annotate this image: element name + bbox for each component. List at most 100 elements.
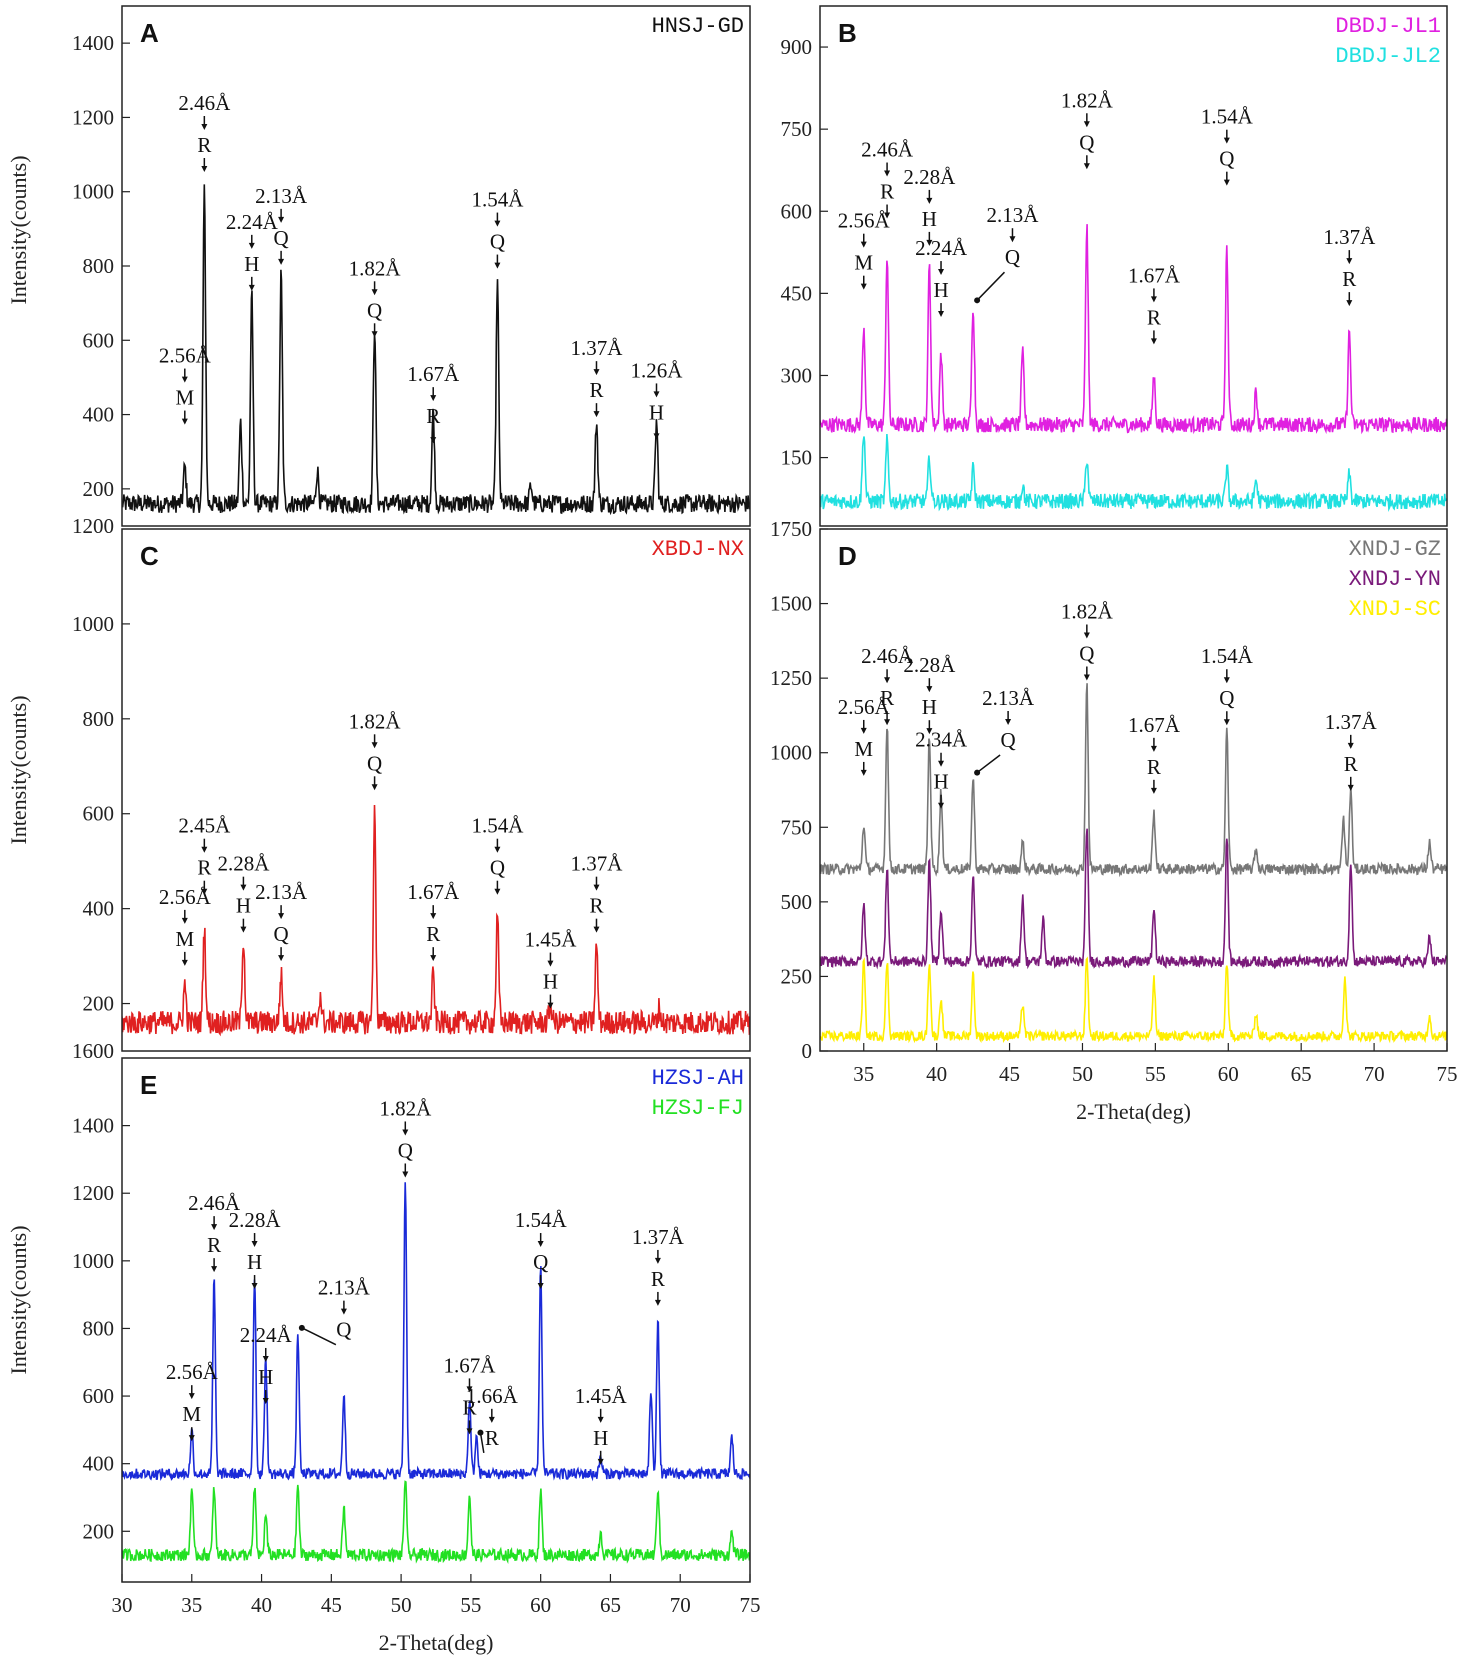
x-axis-label: 2-Theta(deg) [1076,1099,1191,1124]
annotation-arrowhead [188,1435,195,1442]
phase-label: H [244,252,259,276]
phase-label: H [247,1250,262,1274]
phase-label: M [175,927,194,951]
series-line-xndj-gz [820,683,1447,878]
annotation-arrowhead [884,719,891,726]
peak-annotation: 1.82Å Q [349,256,401,338]
y-tick-label: 1250 [770,666,812,690]
annotation-arrowhead [240,884,247,891]
annotation-arrowhead [860,727,867,734]
phase-label: M [854,737,873,761]
annotation-arrowhead [201,846,208,853]
d-spacing-label: 1.67Å [1128,263,1181,287]
d-spacing-label: 1.54Å [1201,105,1254,129]
phase-label: Q [1219,147,1234,171]
y-tick-label: 1750 [770,517,812,541]
peak-annotation: 1.37Å R [1323,225,1376,307]
d-spacing-label: 1.45Å [575,1384,628,1408]
d-spacing-label: 1.82Å [1061,88,1114,112]
x-tick-label: 55 [460,1593,481,1617]
y-tick-label: 600 [781,199,813,223]
annotation-arrowhead [181,959,188,966]
phase-label: Q [367,298,382,322]
y-tick-label: 400 [83,1452,115,1476]
annotation-arrowhead [537,1283,544,1290]
annotation-arrowhead [430,913,437,920]
y-axis-title: Intensity(counts) [6,155,31,304]
panel-letter: B [838,18,857,48]
d-spacing-label: 1.54Å [471,188,524,212]
peak-annotation: 2.13Å Q [255,880,308,962]
d-spacing-label: 2.56Å [838,209,891,233]
d-spacing-label: 2.28Å [903,165,956,189]
annotation-arrowhead [251,1283,258,1290]
annotation-arrowhead [251,1241,258,1248]
annotation-arrowhead [593,369,600,376]
x-tick-label: 40 [251,1593,272,1617]
annotation-leader-head [298,1324,305,1331]
peak-annotation: 1.54Å Q [1201,105,1254,186]
annotation-arrowhead [1347,784,1354,791]
d-spacing-label: 2.13Å [255,880,308,904]
phase-label: Q [1079,130,1094,154]
peak-annotation: 2.56Å M [838,209,891,290]
d-spacing-label: 2.13Å [318,1276,371,1300]
x-tick-label: 65 [600,1593,621,1617]
d-spacing-label: 1.54Å [515,1208,568,1232]
phase-label: Q [398,1138,413,1162]
y-tick-label: 150 [781,446,813,470]
annotation-arrowhead [926,197,933,204]
phase-label: H [258,1365,273,1389]
phase-label: R [426,404,440,428]
peak-annotation: 2.24Å H [915,236,968,318]
peak-annotation: 2.13Å Q [974,686,1035,776]
phase-label: Q [1079,641,1094,665]
phase-label: R [1147,755,1161,779]
annotation-arrowhead [181,418,188,425]
y-tick-label: 1200 [72,105,114,129]
phase-label: Q [274,226,289,250]
d-spacing-label: 2.24Å [240,1323,293,1347]
peak-annotation: 2.28Å H [229,1208,281,1290]
annotation-arrowhead [653,433,660,440]
annotation-arrowhead [201,888,208,895]
y-tick-label: 1000 [770,741,812,765]
annotation-arrowhead [653,391,660,398]
d-spacing-label: 1.54Å [1201,644,1254,668]
annotation-arrowhead [597,1458,604,1465]
annotation-arrowhead [593,884,600,891]
phase-label: H [543,970,558,994]
annotation-arrowhead [860,769,867,776]
annotation-arrowhead [278,216,285,223]
phase-label: R [651,1267,665,1291]
peak-annotation: 1.45Å H [524,928,577,1009]
annotation-arrowhead [926,239,933,246]
peak-annotation: 1.45Å H [575,1384,628,1465]
legend-entry-hnsj-gd: HNSJ-GD [652,14,744,39]
annotation-arrowhead [593,926,600,933]
y-tick-label: 300 [781,363,813,387]
phase-label: Q [533,1250,548,1274]
x-tick-label: 75 [1437,1062,1458,1086]
annotation-arrowhead [188,1393,195,1400]
annotation-arrowhead [278,955,285,962]
annotation-arrowhead [1150,787,1157,794]
annotation-leader [301,1327,337,1346]
annotation-arrowhead [181,917,188,924]
d-spacing-label: 2.24Å [915,236,968,260]
peak-annotation: 2.46Å R [861,644,914,726]
x-tick-label: 75 [740,1593,761,1617]
panel-a: 200 400 600 800 1000 1200 1400 1200 A HNSJ-GD 2.56… [72,5,751,538]
annotation-arrowhead [494,846,501,853]
phase-label: H [593,1426,608,1450]
y-tick-label: 200 [83,992,115,1016]
annotation-arrowhead [597,1416,604,1423]
y-tick-label: 1400 [72,1114,114,1138]
phase-label: M [854,251,873,275]
annotation-arrowhead [1223,137,1230,144]
y-tick-label: 900 [781,35,813,59]
annotation-arrowhead [938,760,945,767]
